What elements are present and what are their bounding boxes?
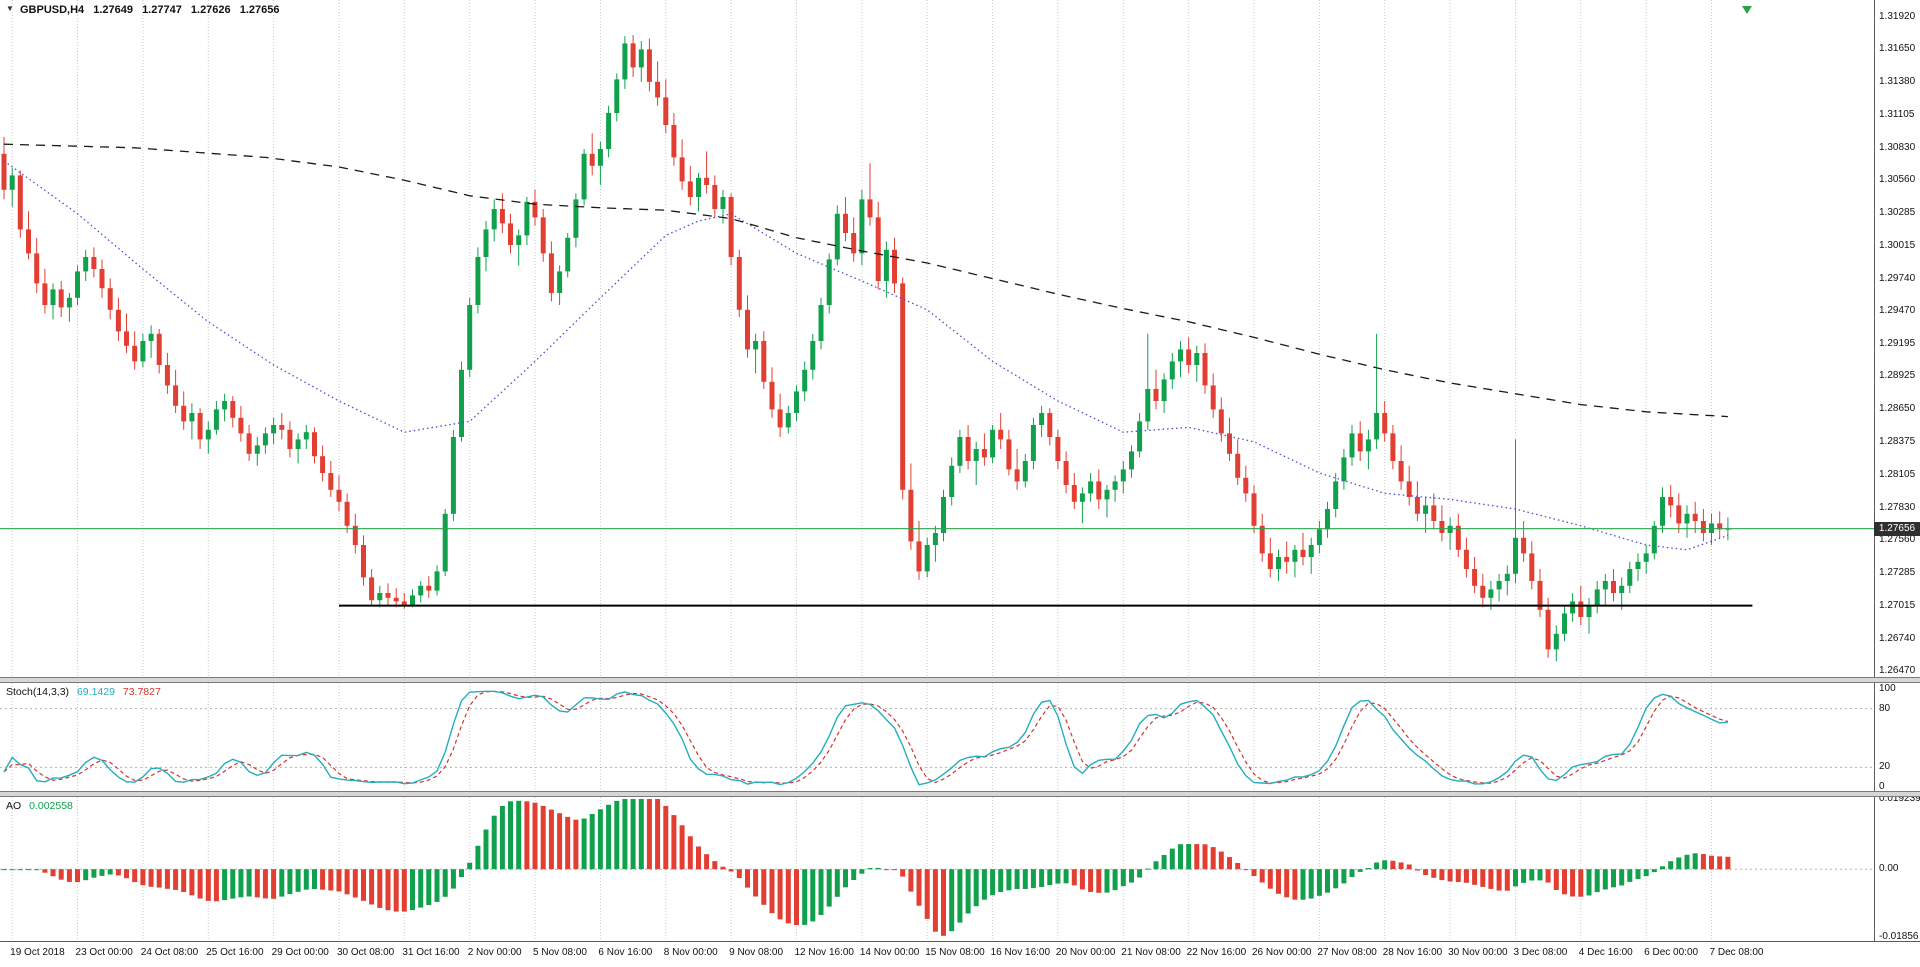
- ao-axis-label: 0.019239: [1879, 793, 1920, 804]
- time-axis-label: 26 Nov 00:00: [1252, 947, 1312, 958]
- ao-title: AO: [6, 800, 22, 812]
- time-axis-label: 28 Nov 16:00: [1382, 947, 1443, 958]
- stochastic-main-line: [3, 690, 1728, 786]
- time-axis-label: 20 Nov 00:00: [1055, 947, 1116, 958]
- ao-value: 0.002558: [29, 800, 73, 812]
- ohlc-high: 1.27747: [142, 4, 182, 16]
- stochastic-signal-line: [3, 690, 1729, 784]
- chart-shift-marker[interactable]: [1742, 6, 1752, 14]
- price-axis-label: 1.28375: [1879, 436, 1916, 448]
- stoch-axis-label: 0: [1879, 781, 1885, 792]
- time-axis-label: 6 Nov 16:00: [598, 947, 653, 958]
- price-axis-label: 1.31105: [1879, 108, 1915, 120]
- ao-label: AO 0.002558: [6, 800, 73, 812]
- panel-separator[interactable]: [0, 677, 1920, 683]
- time-axis-label: 29 Oct 00:00: [271, 947, 329, 958]
- symbol-ohlc-label: ▼ GBPUSD,H4 1.27649 1.27747 1.27626 1.27…: [6, 4, 285, 16]
- gridlines-layer: [11, 0, 1712, 941]
- time-axis[interactable]: [0, 941, 1920, 967]
- ao-axis-label: 0.00: [1879, 863, 1899, 875]
- stochastic-k-value: 69.1429: [76, 686, 115, 698]
- time-axis-label: 21 Nov 08:00: [1121, 947, 1181, 958]
- price-axis-label: 1.30560: [1879, 174, 1916, 186]
- stoch-axis-label: 100: [1879, 683, 1896, 694]
- price-axis-label: 1.26740: [1879, 632, 1916, 644]
- price-axis-label: 1.30015: [1879, 239, 1916, 251]
- price-axis-label: 1.29195: [1879, 338, 1916, 349]
- price-axis-label: 1.27560: [1879, 534, 1916, 546]
- time-axis-label: 23 Oct 00:00: [75, 947, 133, 958]
- time-axis-label: 30 Oct 08:00: [336, 947, 395, 958]
- price-axis-label: 1.26470: [1879, 665, 1916, 676]
- current-price-badge: 1.27656: [1874, 522, 1920, 536]
- price-axis-label: 1.29470: [1879, 305, 1916, 316]
- ohlc-open: 1.27649: [93, 4, 133, 16]
- price-axis-label: 1.31920: [1879, 11, 1916, 22]
- time-axis-label: 30 Nov 00:00: [1448, 947, 1508, 958]
- time-axis-label: 27 Nov 08:00: [1317, 947, 1377, 958]
- ma-fast-dotted: [3, 160, 1729, 551]
- time-axis-label: 16 Nov 16:00: [990, 947, 1051, 958]
- symbol-marker-icon: ▼: [6, 4, 14, 13]
- time-axis-label: 19 Oct 2018: [10, 947, 65, 958]
- ma-slow-dashed: [3, 143, 1728, 418]
- price-axis-label: 1.30830: [1879, 141, 1916, 153]
- stochastic-d-value: 73.7827: [122, 686, 161, 698]
- price-axis-label: 1.31650: [1879, 43, 1916, 55]
- stoch-axis-label: 20: [1879, 761, 1891, 773]
- ohlc-low: 1.27626: [190, 4, 231, 16]
- price-axis-label: 1.29740: [1879, 272, 1916, 284]
- time-axis-label: 8 Nov 00:00: [663, 947, 718, 958]
- ohlc-close: 1.27656: [239, 4, 280, 16]
- ao-axis-label: -0.01856: [1879, 931, 1919, 942]
- time-axis-label: 2 Nov 00:00: [467, 947, 522, 958]
- time-axis-label: 31 Oct 16:00: [402, 947, 460, 958]
- price-axis-label: 1.28925: [1879, 370, 1916, 382]
- time-axis-label: 25 Oct 16:00: [206, 947, 264, 958]
- chart-plot[interactable]: [0, 0, 1874, 941]
- price-axis-label: 1.27015: [1879, 599, 1916, 611]
- price-axis-label: 1.31380: [1879, 75, 1916, 87]
- symbol-timeframe: GBPUSD,H4: [19, 4, 85, 16]
- price-axis-label: 1.27285: [1879, 567, 1916, 579]
- price-axis-label: 1.28105: [1879, 468, 1916, 480]
- time-axis-label: 6 Dec 00:00: [1644, 947, 1699, 958]
- time-axis-label: 4 Dec 16:00: [1578, 947, 1633, 958]
- time-axis-label: 5 Nov 08:00: [533, 947, 587, 958]
- time-axis-label: 9 Nov 08:00: [729, 947, 784, 958]
- time-axis-label: 3 Dec 08:00: [1513, 947, 1568, 958]
- time-axis-label: 14 Nov 00:00: [859, 947, 920, 958]
- stochastic-label: Stoch(14,3,3) 69.1429 73.7827: [6, 686, 161, 698]
- stoch-level-lines: [0, 708, 1874, 768]
- time-axis-label: 22 Nov 16:00: [1186, 947, 1247, 958]
- price-axis-label: 1.27830: [1879, 501, 1916, 513]
- time-axis-label: 24 Oct 08:00: [140, 947, 199, 958]
- price-axis-label: 1.30285: [1879, 207, 1916, 219]
- candles-layer: [1, 35, 1731, 662]
- panel-separator[interactable]: [0, 791, 1920, 797]
- time-axis-label: 12 Nov 16:00: [794, 947, 854, 958]
- stochastic-title: Stoch(14,3,3): [6, 686, 70, 698]
- price-axis[interactable]: [1874, 0, 1920, 941]
- stoch-axis-label: 80: [1879, 702, 1891, 714]
- ao-bars-layer: [1, 799, 1731, 936]
- time-axis-label: 7 Dec 08:00: [1709, 947, 1764, 958]
- time-axis-label: 15 Nov 08:00: [925, 947, 985, 958]
- price-axis-label: 1.28650: [1879, 403, 1916, 415]
